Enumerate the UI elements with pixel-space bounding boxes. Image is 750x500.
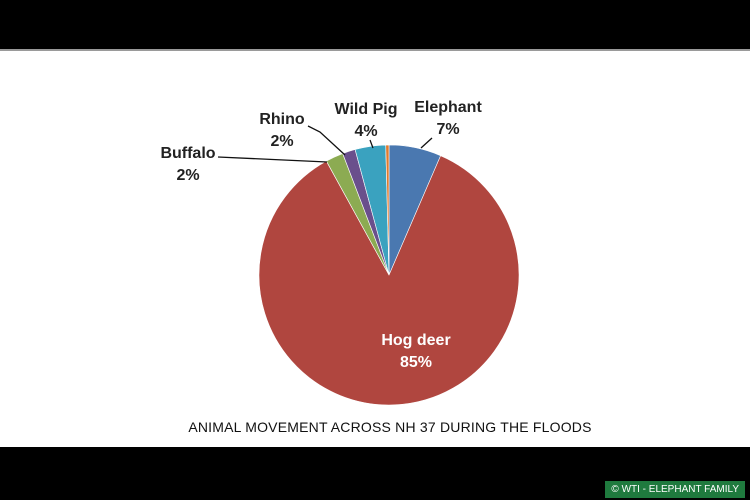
panel-border xyxy=(0,49,750,51)
slice-label-wild-pig: Wild Pig xyxy=(335,101,398,118)
slice-label-elephant: Elephant xyxy=(414,99,482,116)
pie-slice-other xyxy=(385,144,390,276)
credit-badge: © WTI - ELEPHANT FAMILY xyxy=(605,481,745,498)
slice-value-hog-deer: 85% xyxy=(400,354,432,371)
slice-value-elephant: 7% xyxy=(436,121,459,138)
slice-label-buffalo: Buffalo xyxy=(160,145,215,162)
leader-line-buffalo xyxy=(217,156,328,163)
chart-title: ANIMAL MOVEMENT ACROSS NH 37 DURING THE … xyxy=(188,419,592,435)
slice-label-rhino: Rhino xyxy=(259,111,305,128)
leader-lines xyxy=(217,125,433,163)
pie-slice-hog-deer xyxy=(258,155,520,406)
leader-line-wild-pig xyxy=(369,139,374,149)
slice-value-buffalo: 2% xyxy=(176,167,199,184)
slice-labels: Elephant 7% Hog deer 85% Buffalo 2% Rhino 2% Wil… xyxy=(160,99,482,371)
slice-value-wild-pig: 4% xyxy=(354,123,377,140)
slice-value-rhino: 2% xyxy=(270,133,293,150)
leader-line-rhino xyxy=(307,125,346,156)
leader-line-elephant xyxy=(420,137,433,149)
slice-label-hog-deer: Hog deer xyxy=(381,332,450,349)
pie-slices xyxy=(258,144,520,406)
